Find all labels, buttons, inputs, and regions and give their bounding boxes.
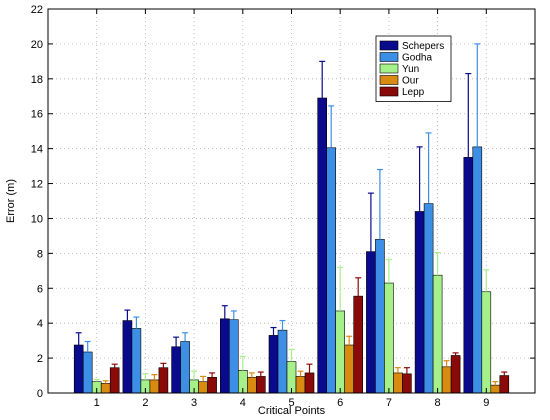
bar — [432, 274, 443, 394]
legend-swatch — [379, 75, 399, 85]
y-tick-label: 8 — [37, 248, 43, 260]
legend-swatch — [379, 63, 399, 74]
bar — [100, 383, 111, 394]
legend-label: Yun — [402, 64, 419, 75]
bar — [481, 291, 492, 394]
bars — [73, 97, 510, 394]
bar — [423, 203, 434, 394]
legend-label: Godha — [402, 53, 432, 64]
legend-label: Our — [402, 76, 419, 87]
y-tick-label: 12 — [31, 179, 43, 191]
bar — [109, 367, 120, 394]
bar — [180, 341, 190, 394]
y-axis-title: Error (m) — [5, 179, 17, 223]
x-tick-label: 2 — [142, 397, 148, 409]
bar — [490, 384, 501, 394]
y-tick-label: 22 — [31, 4, 43, 16]
legend-swatch — [379, 40, 399, 51]
bar — [277, 329, 288, 394]
bar — [131, 328, 142, 394]
bar — [229, 319, 239, 394]
x-axis-title: Critical Points — [258, 405, 326, 417]
bar — [122, 320, 133, 394]
bar — [335, 310, 346, 394]
y-tick-label: 18 — [31, 74, 43, 86]
bar — [171, 346, 181, 394]
y-tick-label: 2 — [37, 353, 43, 365]
x-axis: 1 2 3 4 5 6 7 8 9 — [94, 9, 489, 409]
bar — [353, 295, 364, 394]
bar — [344, 344, 355, 394]
bar — [198, 381, 208, 394]
bar — [366, 251, 376, 394]
bar — [441, 366, 452, 394]
bar — [149, 379, 160, 394]
error-bars — [75, 43, 508, 386]
bar — [207, 376, 217, 394]
bar — [499, 375, 510, 394]
y-axis: 0 2 4 6 8 10 12 14 16 18 20 22 — [31, 4, 535, 400]
x-tick-label: 6 — [337, 397, 343, 409]
bar — [472, 146, 483, 394]
y-tick-label: 10 — [31, 213, 43, 225]
x-tick-label: 4 — [240, 397, 246, 409]
y-tick-label: 4 — [37, 318, 43, 330]
legend-label: Schepers — [402, 41, 444, 52]
bar — [158, 367, 169, 394]
x-tick-label: 8 — [435, 397, 441, 409]
bar — [326, 147, 337, 394]
bar — [73, 344, 84, 394]
y-tick-label: 0 — [37, 388, 43, 400]
bar — [304, 372, 315, 394]
x-tick-label: 3 — [191, 397, 197, 409]
x-tick-label: 7 — [386, 397, 392, 409]
bar — [255, 376, 266, 394]
x-tick-label: 5 — [288, 397, 294, 409]
legend-label: Lepp — [402, 87, 425, 98]
bar — [247, 376, 257, 394]
y-tick-label: 6 — [37, 283, 43, 295]
bar — [375, 239, 385, 394]
bar — [384, 282, 394, 394]
bar — [450, 355, 461, 394]
y-tick-label: 20 — [31, 39, 43, 51]
bar — [402, 373, 412, 394]
bar — [82, 351, 93, 394]
bar — [463, 157, 474, 394]
bar — [220, 318, 230, 394]
y-tick-label: 16 — [31, 109, 43, 121]
x-tick-label: 9 — [483, 397, 489, 409]
bar — [295, 376, 306, 394]
bar — [317, 97, 328, 394]
bar — [414, 211, 425, 394]
bar — [393, 372, 403, 394]
y-tick-label: 14 — [31, 144, 43, 156]
legend-swatch — [379, 86, 399, 97]
x-tick-label: 1 — [94, 397, 100, 409]
legend-swatch — [379, 52, 399, 62]
bar — [268, 335, 279, 394]
